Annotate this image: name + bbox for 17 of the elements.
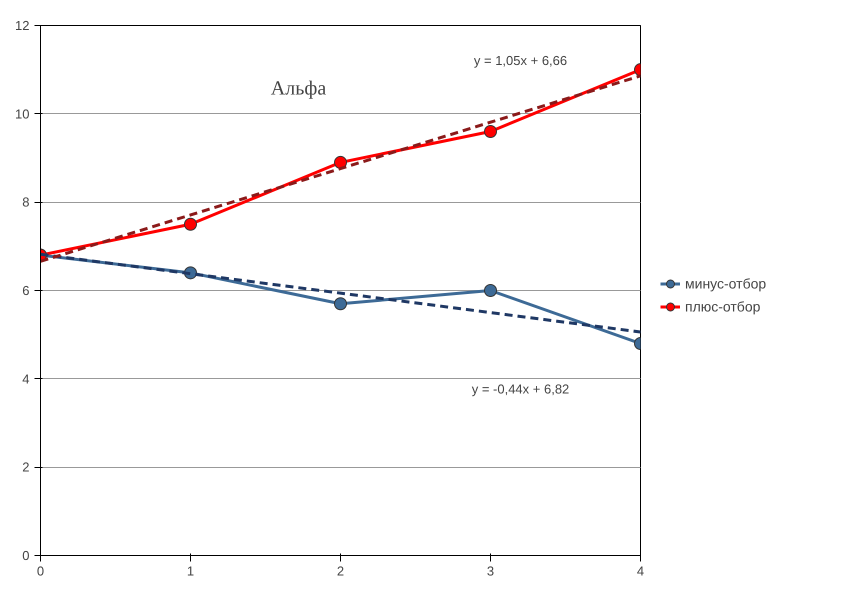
x-tick-label: 2 bbox=[336, 564, 344, 578]
legend-label: плюс-отбор bbox=[685, 298, 760, 314]
y-tick-label: 8 bbox=[22, 194, 30, 210]
y-tick-label: 12 bbox=[15, 18, 30, 33]
y-tick-label: 2 bbox=[22, 460, 30, 475]
annotation: y = 1,05x + 6,66 bbox=[474, 52, 568, 68]
x-tick-label: 0 bbox=[36, 564, 44, 578]
y-tick-label: 0 bbox=[22, 548, 30, 563]
y-tick-label: 4 bbox=[22, 371, 30, 386]
x-tick-label: 4 bbox=[636, 564, 644, 578]
x-tick-label: 3 bbox=[486, 564, 494, 578]
text: Альфа bbox=[270, 78, 326, 100]
x-tick-label: 1 bbox=[186, 564, 194, 578]
annotation: y = -0,44x + 6,82 bbox=[472, 382, 570, 396]
y-tick-label: 6 bbox=[22, 283, 30, 298]
y-tick-label: 10 bbox=[15, 106, 30, 122]
legend-label: минус-отбор bbox=[685, 276, 766, 292]
